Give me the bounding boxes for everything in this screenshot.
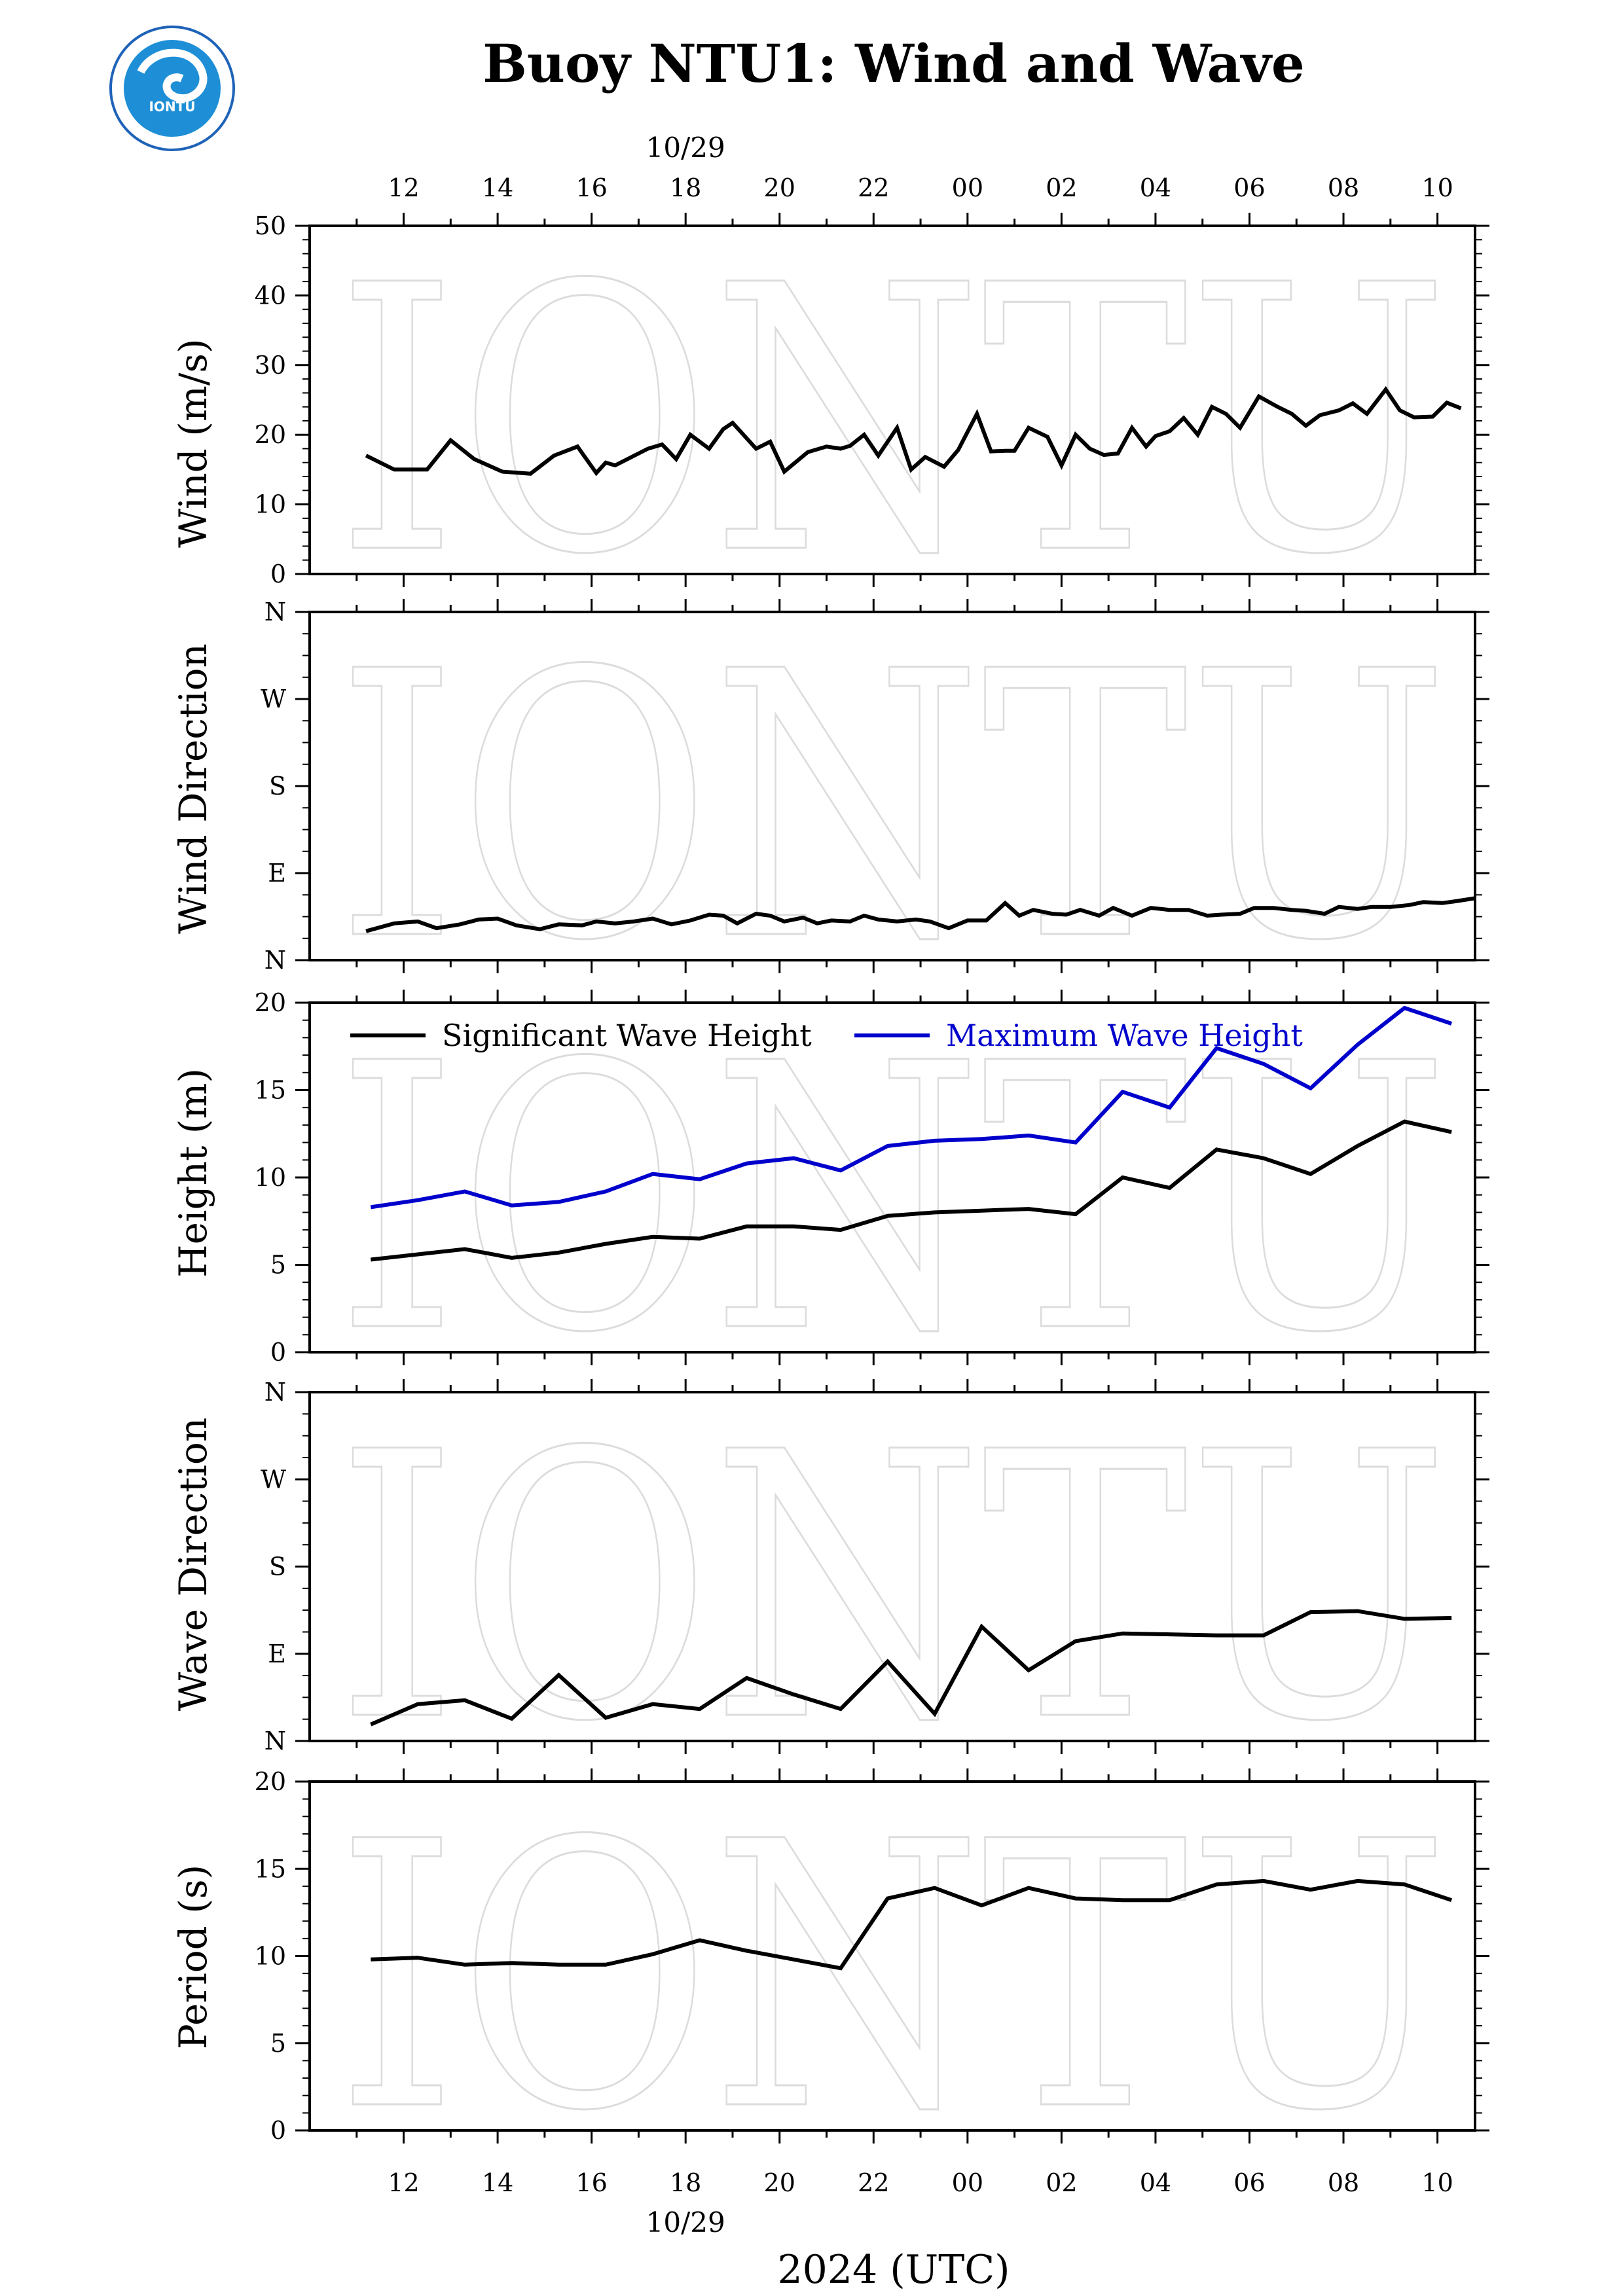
y-tick-label: 20 — [255, 1767, 286, 1796]
top-hour-tick-label: 08 — [1328, 173, 1359, 202]
bottom-hour-tick-label: 00 — [952, 2168, 983, 2197]
y-tick-label: 10 — [255, 1163, 286, 1192]
y-tick-label: E — [268, 859, 286, 888]
watermark-text: IONTU — [336, 1765, 1449, 2191]
y-axis-label: Height (m) — [171, 1068, 215, 1278]
y-tick-label: 30 — [255, 351, 286, 380]
panel-2: IONTU N E S W N Wind Direction — [171, 594, 1489, 1022]
plot-frame — [308, 224, 1476, 575]
panel-1: IONTU 0 10 20 30 40 50 Wind (m/s) — [171, 207, 1489, 636]
y-tick-label: N — [264, 1727, 286, 1755]
top-hour-tick-label: 20 — [764, 173, 795, 202]
y-axis-label: Wind Direction — [171, 643, 215, 934]
iontu-logo: IONTU — [109, 26, 235, 151]
x-axis-label: 2024 (UTC) — [777, 2247, 1010, 2293]
y-axis-label: Wave Direction — [171, 1418, 215, 1711]
panel-4: IONTU N E S W N Wave Direction — [171, 1374, 1489, 1803]
y-tick-label: 40 — [255, 281, 286, 310]
top-hour-tick-label: 10 — [1421, 173, 1453, 202]
watermark-text: IONTU — [336, 1375, 1449, 1802]
bottom-hour-tick-label: 08 — [1328, 2168, 1359, 2197]
y-tick-label: N — [264, 946, 286, 975]
top-hour-tick-label: 06 — [1233, 173, 1265, 202]
y-tick-label: 5 — [270, 1251, 286, 1280]
series-line-data — [370, 1609, 1452, 1727]
top-hour-tick-label: 00 — [952, 173, 983, 202]
bottom-hour-tick-label: 06 — [1233, 2168, 1265, 2197]
watermark-text: IONTU — [336, 986, 1449, 1413]
y-tick-label: 15 — [255, 1076, 286, 1105]
y-tick-label: 5 — [270, 2029, 286, 2058]
panel-3: IONTU 0 5 10 15 20 Height (m) Significant Wave … — [171, 986, 1489, 1414]
top-hour-tick-label: 18 — [670, 173, 701, 202]
logo-text: IONTU — [149, 99, 195, 115]
y-tick-label: 0 — [270, 1338, 286, 1367]
y-tick-label: 15 — [255, 1854, 286, 1883]
y-tick-label: 0 — [270, 560, 286, 588]
y-axis-label: Period (s) — [171, 1865, 215, 2050]
bottom-hour-tick-label: 22 — [858, 2168, 889, 2197]
bottom-hour-tick-label: 16 — [575, 2168, 607, 2197]
legend-label-significant: Significant Wave Height — [442, 1018, 812, 1053]
top-hour-tick-label: 04 — [1140, 173, 1171, 202]
series-line-data — [371, 1878, 1453, 1971]
logo-wave-icon — [137, 48, 208, 103]
y-tick-label: 10 — [255, 490, 286, 519]
y-tick-label: 20 — [255, 988, 286, 1017]
bottom-hour-tick-label: 14 — [482, 2168, 513, 2197]
top-hour-tick-label: 12 — [388, 173, 419, 202]
top-hour-tick-label: 16 — [575, 173, 607, 202]
y-tick-label: 50 — [255, 211, 286, 240]
y-tick-label: S — [269, 1552, 286, 1581]
bottom-date-label: 10/29 — [646, 2206, 725, 2238]
top-date-label: 10/29 — [646, 132, 725, 164]
y-tick-label: S — [269, 772, 286, 800]
y-tick-label: N — [264, 1378, 286, 1407]
panel-5: IONTU 0 5 10 15 20 Period (s) — [171, 1764, 1489, 2193]
y-tick-label: W — [261, 685, 286, 713]
y-tick-label: 0 — [270, 2116, 286, 2145]
chart-title: Buoy NTU1: Wind and Wave — [483, 33, 1305, 94]
y-tick-label: W — [261, 1465, 286, 1494]
legend-label-maximum: Maximum Wave Height — [946, 1018, 1303, 1053]
y-tick-label: 20 — [255, 420, 286, 449]
watermark-text: IONTU — [336, 208, 1449, 635]
top-hour-tick-label: 22 — [858, 173, 889, 202]
top-hour-tick-label: 14 — [482, 173, 513, 202]
watermark-text: IONTU — [336, 594, 1449, 1021]
bottom-hour-tick-label: 02 — [1046, 2168, 1077, 2197]
bottom-hour-tick-label: 04 — [1140, 2168, 1171, 2197]
bottom-hour-tick-label: 20 — [764, 2168, 795, 2197]
y-tick-label: 10 — [255, 1942, 286, 1971]
series-line-data — [365, 896, 1476, 933]
bottom-hour-tick-label: 10 — [1421, 2168, 1453, 2197]
series-line-maximum-wave-height — [370, 1005, 1453, 1210]
series-line-data — [365, 386, 1462, 476]
y-axis-label: Wind (m/s) — [171, 338, 215, 548]
y-tick-label: N — [264, 598, 286, 626]
series-line-significant-wave-height — [370, 1119, 1452, 1262]
bottom-hour-tick-label: 18 — [670, 2168, 701, 2197]
top-hour-tick-label: 02 — [1046, 173, 1077, 202]
y-tick-label: E — [268, 1640, 286, 1668]
bottom-hour-tick-label: 12 — [388, 2168, 419, 2197]
